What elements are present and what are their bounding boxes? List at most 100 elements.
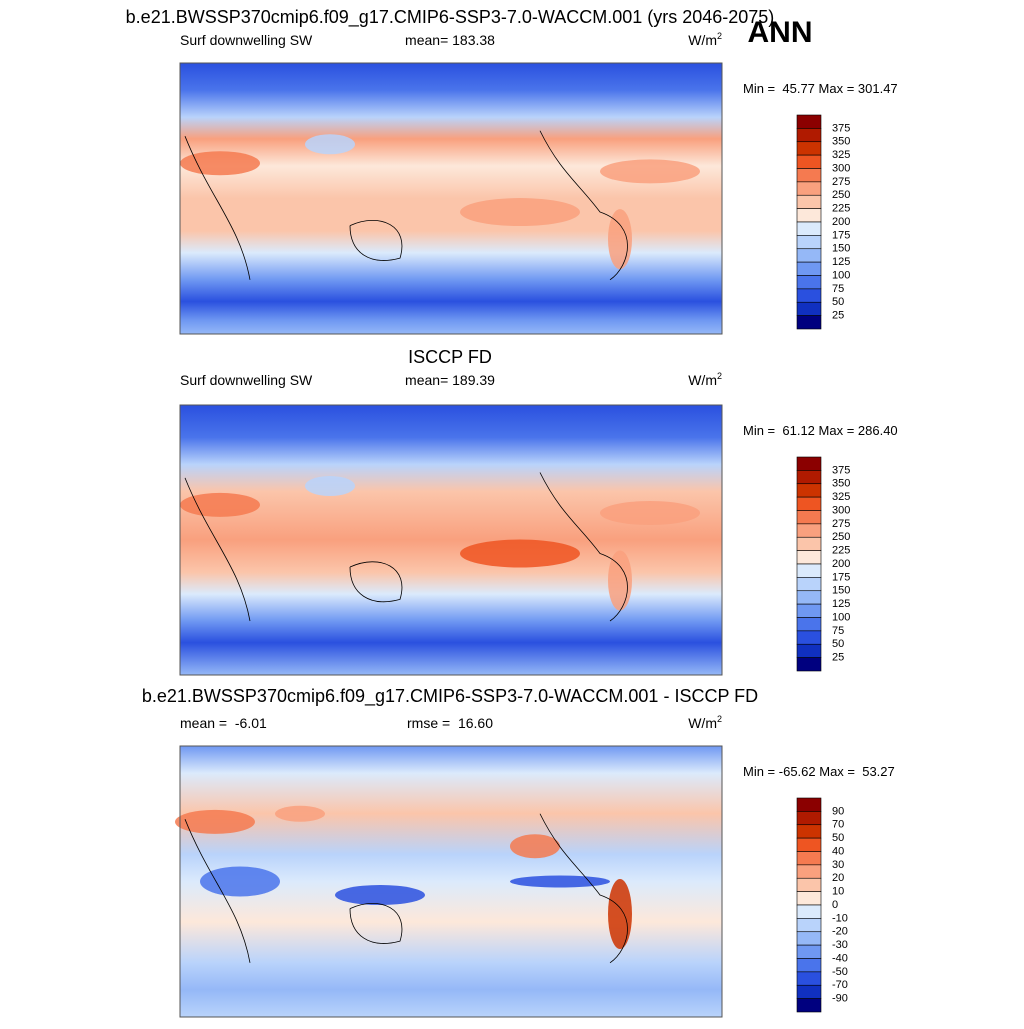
colorbar-box <box>796 918 822 933</box>
colorbar-box <box>796 261 822 276</box>
colorbar-label: 0 <box>832 899 838 911</box>
map-feature <box>305 476 355 496</box>
colorbar-label: 350 <box>832 478 850 490</box>
left-label: Surf downwelling SW <box>180 372 313 388</box>
colorbar-label: 100 <box>832 611 850 623</box>
colorbar-box <box>796 470 822 485</box>
colorbar-label: 150 <box>832 243 850 255</box>
colorbar-box <box>796 536 822 551</box>
units-base: W/m <box>688 715 717 731</box>
map-feature <box>275 805 325 822</box>
map-feature <box>180 151 260 176</box>
map-feature <box>180 492 260 517</box>
colorbar-label: 325 <box>832 491 850 503</box>
map-feature <box>460 198 580 227</box>
colorbar-label: 275 <box>832 518 850 530</box>
colorbar-label: 50 <box>832 296 844 308</box>
colorbar-box <box>796 483 822 498</box>
colorbar-box <box>796 931 822 946</box>
colorbar-box <box>796 824 822 839</box>
colorbar-box <box>796 984 822 999</box>
season-label: ANN <box>748 16 813 49</box>
colorbar-label: 175 <box>832 229 850 241</box>
units-sup: 2 <box>717 714 722 724</box>
map-feature <box>608 879 632 950</box>
colorbar-box <box>796 510 822 525</box>
colorbar-box <box>796 811 822 826</box>
colorbar-label: 70 <box>832 819 844 831</box>
colorbar-label: -10 <box>832 912 848 924</box>
colorbar-box <box>796 643 822 658</box>
colorbar-box <box>796 577 822 592</box>
colorbar-box <box>796 630 822 645</box>
colorbar-box <box>796 154 822 169</box>
colorbar-box <box>796 208 822 223</box>
colorbar-label: -20 <box>832 926 848 938</box>
coastline <box>184 813 628 964</box>
colorbar-label: 175 <box>832 571 850 583</box>
map-frame <box>179 62 723 335</box>
min-max: Min = -65.62 Max = 53.27 <box>743 764 895 779</box>
colorbar-label: 40 <box>832 845 844 857</box>
colorbar-box <box>796 797 822 812</box>
colorbar-label: 75 <box>832 283 844 295</box>
colorbar-box <box>796 958 822 973</box>
colorbar-label: 325 <box>832 149 850 161</box>
colorbar-box <box>796 496 822 511</box>
colorbar-box <box>796 181 822 196</box>
colorbar-label: 200 <box>832 558 850 570</box>
units-base: W/m <box>688 372 717 388</box>
map-feature <box>510 875 610 888</box>
colorbar-box <box>796 998 822 1013</box>
colorbar-label: -50 <box>832 966 848 978</box>
units-sup: 2 <box>717 371 722 381</box>
colorbar-label: 350 <box>832 136 850 148</box>
colorbar-box <box>796 301 822 316</box>
map-feature <box>608 550 632 611</box>
colorbar-label: 375 <box>832 122 850 134</box>
colorbar-label: 225 <box>832 545 850 557</box>
colorbar-box <box>796 221 822 236</box>
colorbar-label: 50 <box>832 638 844 650</box>
map-feature <box>305 134 355 155</box>
colorbar-box <box>796 864 822 879</box>
center-label: mean= 183.38 <box>405 32 495 48</box>
colorbar-box <box>796 275 822 290</box>
colorbar-box <box>796 248 822 263</box>
colorbar-box <box>796 456 822 471</box>
map-feature <box>600 501 700 525</box>
map-feature <box>600 159 700 184</box>
colorbar-box <box>796 194 822 209</box>
left-label: Surf downwelling SW <box>180 32 313 48</box>
colorbar-box <box>796 851 822 866</box>
map-frame <box>179 404 723 676</box>
colorbar-box <box>796 315 822 330</box>
coastline <box>184 472 628 622</box>
colorbar-label: 10 <box>832 886 844 898</box>
colorbar-label: 275 <box>832 176 850 188</box>
colorbar-label: 125 <box>832 256 850 268</box>
map-feature <box>175 809 255 834</box>
colorbar-label: -70 <box>832 979 848 991</box>
left-label: mean = -6.01 <box>180 715 267 731</box>
colorbar-box <box>796 590 822 605</box>
colorbar-box <box>796 550 822 565</box>
colorbar-label: 375 <box>832 464 850 476</box>
colorbar-box <box>796 657 822 672</box>
colorbar-box <box>796 891 822 906</box>
colorbar-label: 250 <box>832 531 850 543</box>
center-label: mean= 189.39 <box>405 372 495 388</box>
colorbar-box <box>796 523 822 538</box>
panel-title: b.e21.BWSSP370cmip6.f09_g17.CMIP6-SSP3-7… <box>126 7 775 28</box>
colorbar-label: -40 <box>832 952 848 964</box>
coastline <box>184 130 628 281</box>
colorbar-box <box>796 603 822 618</box>
units-base: W/m <box>688 32 717 48</box>
colorbar-box <box>796 904 822 919</box>
colorbar-label: 90 <box>832 805 844 817</box>
units: W/m2 <box>688 31 722 48</box>
colorbar-box <box>796 563 822 578</box>
map-feature <box>200 866 280 897</box>
colorbar-label: -90 <box>832 993 848 1005</box>
